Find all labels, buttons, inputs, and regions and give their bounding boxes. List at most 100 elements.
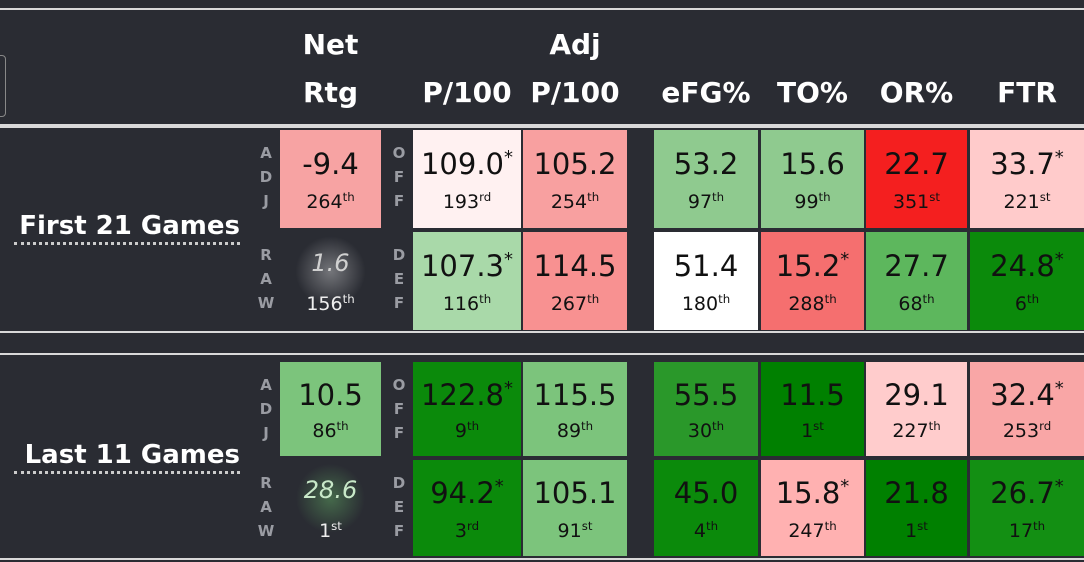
stat-rank: 9th xyxy=(413,420,521,442)
stat-value: 45.0 xyxy=(654,476,758,510)
stat-rank: 30th xyxy=(654,420,758,442)
group-label: First 21 Games xyxy=(14,210,240,245)
value-text: -9.4 xyxy=(302,146,359,181)
value-text: 107.3 xyxy=(420,248,505,283)
top-rule xyxy=(0,8,1084,10)
rank-suffix: th xyxy=(581,419,594,434)
kind-label: DEF xyxy=(390,474,408,546)
value-mark: * xyxy=(840,476,850,498)
rank-suffix: th xyxy=(824,518,837,533)
rank-suffix: th xyxy=(706,518,719,533)
value-mark: * xyxy=(840,248,850,270)
rank-number: 86 xyxy=(312,420,337,443)
stat-cell: 15.2* 288th xyxy=(761,232,864,330)
value-text: 24.8 xyxy=(990,248,1055,283)
stat-rank: 68th xyxy=(866,293,967,315)
value-text: 45.0 xyxy=(673,476,739,511)
stat-rank: 97th xyxy=(654,191,758,213)
column-header: P/100 xyxy=(422,76,512,109)
rank-suffix: st xyxy=(1039,189,1051,204)
stat-value: 55.5 xyxy=(654,378,758,412)
side-label: ADJ xyxy=(257,144,275,216)
value-text: 10.5 xyxy=(298,377,363,412)
value-text: 1.6 xyxy=(311,248,350,277)
rank-suffix: th xyxy=(712,189,725,204)
value-text: 15.2 xyxy=(775,248,841,283)
kind-label: OFF xyxy=(390,376,408,448)
column-header: TO% xyxy=(777,76,848,109)
stat-rank: 91st xyxy=(523,520,627,542)
stat-rank: 193rd xyxy=(413,191,521,213)
stat-rank: 351st xyxy=(866,191,967,213)
group-rule xyxy=(0,331,1084,333)
stat-value: 27.7 xyxy=(866,249,967,283)
bottom-rule xyxy=(0,558,1084,560)
rank-suffix: th xyxy=(336,419,349,434)
value-text: 27.7 xyxy=(884,248,949,283)
kind-label: DEF xyxy=(390,246,408,318)
rank-suffix: st xyxy=(331,518,342,533)
rank-number: 288 xyxy=(788,292,825,315)
group-rule xyxy=(0,353,1084,355)
stat-value: 107.3* xyxy=(413,249,521,283)
stat-cell: 55.5 30th xyxy=(654,362,758,456)
stat-cell: 109.0* 193rd xyxy=(413,130,521,228)
stat-value: 33.7* xyxy=(970,147,1084,181)
value-text: 55.5 xyxy=(673,377,739,412)
rank-suffix: th xyxy=(342,291,355,306)
column-header: eFG% xyxy=(661,76,751,109)
stat-value: 11.5 xyxy=(761,378,864,412)
rank-suffix: th xyxy=(1027,291,1040,306)
stat-value: 32.4* xyxy=(970,378,1084,412)
rank-suffix: th xyxy=(342,189,355,204)
rank-number: 89 xyxy=(556,420,582,443)
rank-number: 247 xyxy=(788,519,825,542)
rank-suffix: th xyxy=(928,419,941,434)
rank-number: 17 xyxy=(1008,519,1034,542)
stat-rank: 254th xyxy=(523,191,627,213)
rank-suffix: th xyxy=(1033,518,1046,533)
rank-suffix: th xyxy=(922,291,935,306)
value-text: 29.1 xyxy=(884,377,949,412)
rank-number: 6 xyxy=(1014,292,1027,315)
side-label: RAW xyxy=(257,246,275,318)
stat-value: 22.7 xyxy=(866,147,967,181)
side-label: ADJ xyxy=(257,376,275,448)
value-text: 33.7 xyxy=(990,146,1055,181)
value-mark: * xyxy=(504,146,513,168)
stat-rank: 1st xyxy=(866,520,967,542)
rank-number: 351 xyxy=(892,190,930,213)
stat-cell: 115.5 89th xyxy=(523,362,627,456)
value-text: 109.0 xyxy=(420,146,505,181)
value-text: 22.7 xyxy=(884,146,949,181)
value-text: 32.4 xyxy=(990,377,1055,412)
rank-number: 193 xyxy=(442,190,480,213)
rank-suffix: th xyxy=(467,419,480,434)
stat-value: 115.5 xyxy=(523,378,627,412)
group-label: Last 11 Games xyxy=(14,439,240,474)
stat-value: -9.4 xyxy=(280,147,381,181)
stat-cell: 21.8 1st xyxy=(866,460,967,556)
stat-cell: 29.1 227th xyxy=(866,362,967,456)
stat-rank: 288th xyxy=(761,293,864,315)
rank-suffix: th xyxy=(587,189,600,204)
value-text: 115.5 xyxy=(533,377,617,412)
rank-suffix: th xyxy=(818,189,831,204)
stat-rank: 6th xyxy=(970,293,1084,315)
rank-number: 1 xyxy=(905,519,918,542)
rank-suffix: st xyxy=(813,419,824,434)
rank-number: 227 xyxy=(892,420,929,443)
stat-rank: 1st xyxy=(280,520,381,542)
stat-rank: 227th xyxy=(866,420,967,442)
rank-number: 1 xyxy=(319,519,332,542)
stat-cell: 32.4* 253rd xyxy=(970,362,1084,456)
value-text: 15.8 xyxy=(775,476,841,511)
value-text: 26.7 xyxy=(990,476,1055,511)
side-label: RAW xyxy=(257,474,275,546)
rank-suffix: st xyxy=(917,518,928,533)
stat-cell: 122.8* 9th xyxy=(413,362,521,456)
stat-rank: 247th xyxy=(761,520,864,542)
value-mark: * xyxy=(1054,248,1064,270)
rank-suffix: th xyxy=(718,291,731,306)
